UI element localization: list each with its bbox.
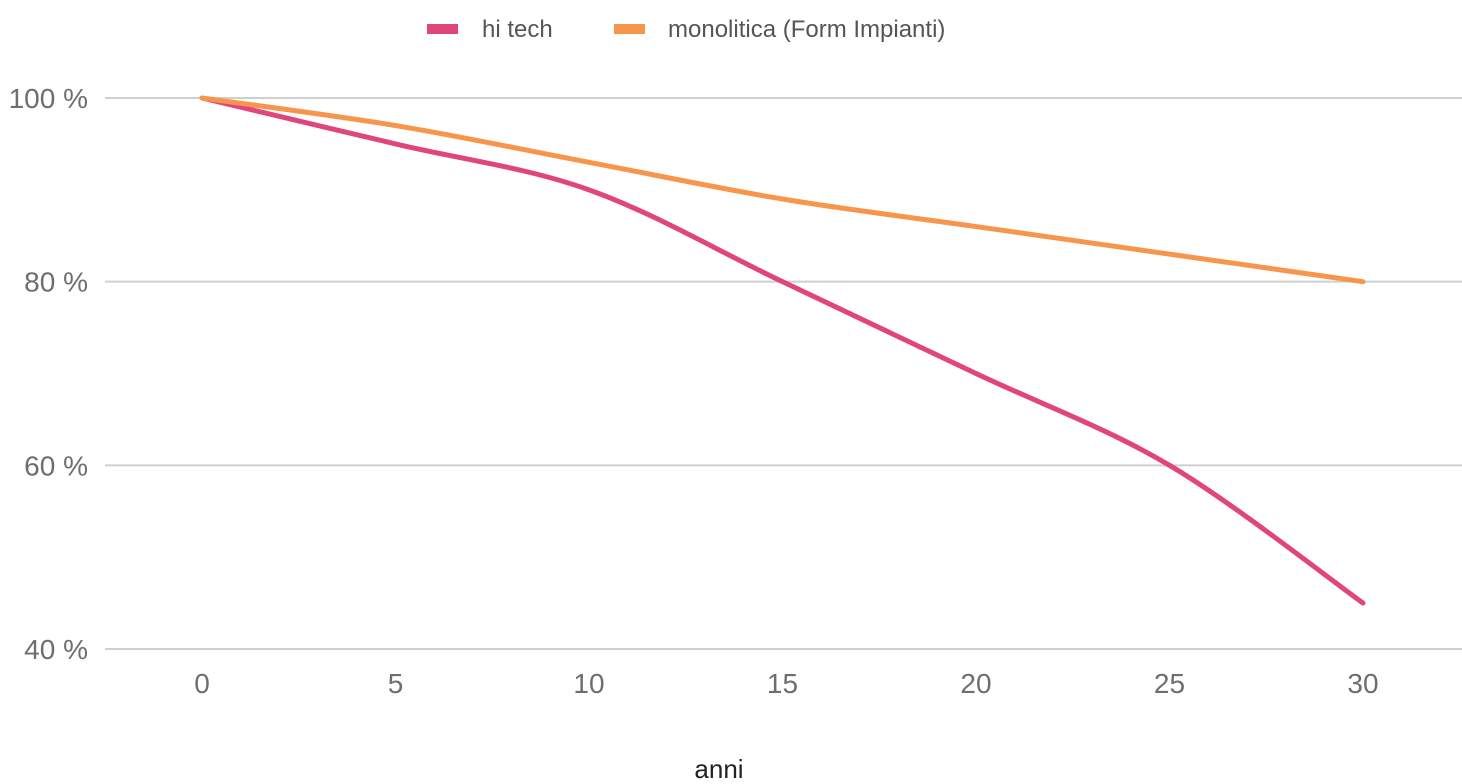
x-tick-label: 5 (388, 668, 404, 699)
legend-swatch (614, 24, 645, 34)
y-axis-tick-labels: 100 % 80 % 60 % 40 % (9, 83, 88, 665)
y-tick-label: 60 % (24, 450, 88, 481)
x-tick-label: 10 (573, 668, 604, 699)
legend-label: monolitica (Form Impianti) (668, 16, 945, 43)
legend-label: hi tech (482, 16, 553, 43)
x-axis-tick-labels: 0 5 10 15 20 25 30 (194, 668, 1378, 699)
legend: hi tech monolitica (Form Impianti) (427, 16, 945, 43)
x-tick-label: 30 (1347, 668, 1378, 699)
gridlines (105, 97, 1462, 650)
series-lines (199, 95, 1366, 606)
x-tick-label: 25 (1154, 668, 1185, 699)
x-axis-title: anni (694, 754, 743, 784)
y-tick-label: 100 % (9, 83, 88, 114)
x-tick-label: 20 (960, 668, 991, 699)
x-tick-label: 15 (767, 668, 798, 699)
legend-swatch (427, 24, 458, 34)
y-tick-label: 40 % (24, 634, 88, 665)
x-tick-label: 0 (194, 668, 210, 699)
y-tick-label: 80 % (24, 267, 88, 298)
series-line-hi-tech (199, 95, 1366, 606)
series-line-monolitica (199, 95, 1366, 285)
